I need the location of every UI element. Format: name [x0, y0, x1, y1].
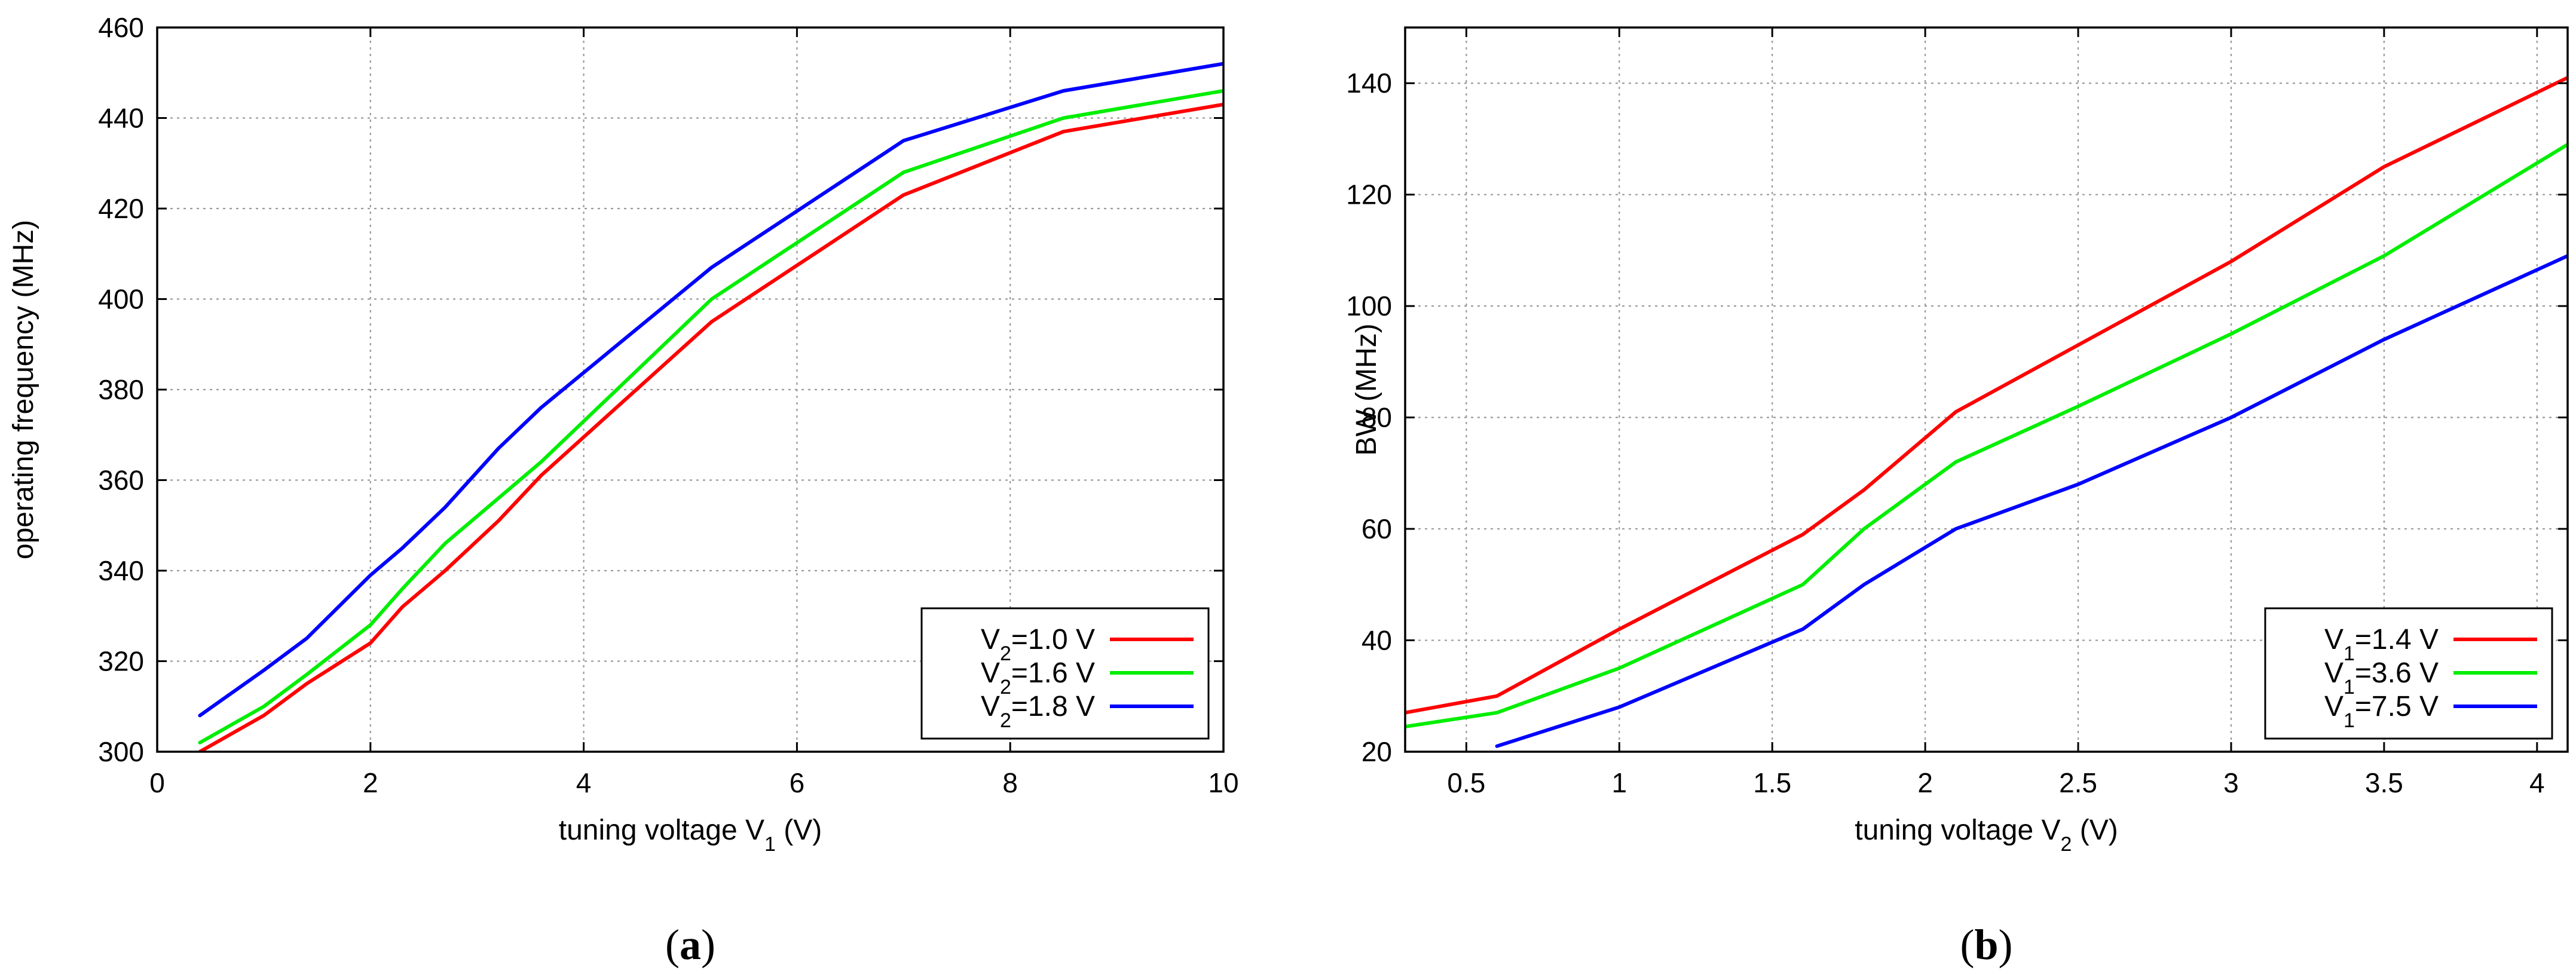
- panel-a-y-tick-label: 400: [98, 284, 144, 315]
- panel-b-series-75V-line: [1495, 254, 2568, 748]
- panel-a-legend-label: V2=1.8 V: [981, 691, 1095, 732]
- panel-b-legend-label: V1=7.5 V: [2324, 691, 2439, 732]
- panel-b-y-tick-label: 100: [1346, 290, 1392, 321]
- panel-a: 0 2 4 6 8 10 300 320 340 360 380 400 420 440 460 tunin…: [8, 12, 1239, 969]
- panel-b-legend: V1=1.4 VV1=3.6 VV1=7.5 V: [2264, 607, 2553, 740]
- panel-a-series-16V-line: [198, 89, 1223, 745]
- panel-a-y-tick-label: 340: [98, 555, 144, 586]
- panel-a-grid: [157, 27, 1223, 752]
- panel-a-ticks: 0 2 4 6 8 10 300 320 340 360 380 400 420 440 460: [98, 12, 1238, 798]
- panel-a-y-tick-label: 460: [98, 12, 144, 43]
- panel-a-y-tick-label: 420: [98, 193, 144, 224]
- panel-a-x-tick-label: 4: [576, 767, 592, 798]
- panel-a-x-tick-label: 6: [790, 767, 805, 798]
- panel-a-series: [198, 62, 1223, 752]
- panel-b-series-14V-line: [1405, 75, 2568, 715]
- panel-a-y-axis-title: operating frequency (MHz): [8, 220, 39, 559]
- panel-b-y-axis-title: BW (MHz): [1351, 323, 1382, 455]
- panel-b: 0.5 1 1.5 2 2.5 3 3.5 4 20 40 60 80 100 120 140 tuning…: [1346, 26, 2569, 969]
- panel-b-ticks: 0.5 1 1.5 2 2.5 3 3.5 4 20 40 60 80 100 120 140: [1346, 27, 2568, 798]
- panel-b-y-tick-label: 60: [1362, 513, 1392, 544]
- panel-a-y-tick-label: 440: [98, 103, 144, 134]
- panel-b-x-tick-label: 3.5: [2365, 767, 2403, 798]
- panel-b-x-tick-label: 1: [1611, 767, 1627, 798]
- panel-a-y-tick-label: 320: [98, 646, 144, 677]
- panel-b-x-tick-label: 0.5: [1447, 767, 1485, 798]
- panel-b-x-tick-label: 4: [2529, 767, 2545, 798]
- panel-b-legend-label: V1=3.6 V: [2324, 657, 2439, 699]
- panel-a-x-tick-label: 10: [1208, 767, 1238, 798]
- panel-b-caption: (b): [1960, 921, 2012, 969]
- panel-b-y-tick-label: 20: [1362, 736, 1392, 767]
- panel-b-plot-frame: [1404, 26, 2569, 753]
- panel-b-series: [1405, 75, 2568, 748]
- panel-b-x-tick-label: 3: [2223, 767, 2239, 798]
- panel-a-series-10V-line: [198, 102, 1223, 752]
- panel-a-x-tick-label: 0: [149, 767, 165, 798]
- panel-a-caption: (a): [665, 921, 715, 969]
- panel-b-y-tick-label: 140: [1346, 68, 1392, 99]
- panel-b-series-36V-line: [1405, 142, 2568, 728]
- panel-a-x-axis-title: tuning voltage V1 (V): [559, 814, 822, 856]
- panel-b-x-tick-label: 1.5: [1753, 767, 1791, 798]
- panel-b-y-tick-label: 120: [1346, 179, 1392, 210]
- panel-a-y-tick-label: 380: [98, 374, 144, 405]
- panel-b-x-axis-title: tuning voltage V2 (V): [1855, 814, 2118, 856]
- panel-a-legend-label: V2=1.0 V: [981, 624, 1095, 665]
- panel-a-series-18V-line: [198, 62, 1223, 718]
- panel-b-y-tick-label: 40: [1362, 625, 1392, 656]
- panel-b-y-tick-label: 80: [1362, 402, 1392, 433]
- panel-b-x-tick-label: 2.5: [2059, 767, 2097, 798]
- panel-a-x-tick-label: 2: [363, 767, 378, 798]
- panel-b-x-tick-label: 2: [1917, 767, 1933, 798]
- panel-a-y-tick-label: 300: [98, 736, 144, 767]
- panel-a-legend: V2=1.0 VV2=1.6 VV2=1.8 V: [920, 607, 1210, 740]
- panel-a-legend-label: V2=1.6 V: [981, 657, 1095, 699]
- panel-b-legend-label: V1=1.4 V: [2324, 624, 2439, 665]
- panel-a-y-tick-label: 360: [98, 465, 144, 496]
- panel-a-x-tick-label: 8: [1002, 767, 1018, 798]
